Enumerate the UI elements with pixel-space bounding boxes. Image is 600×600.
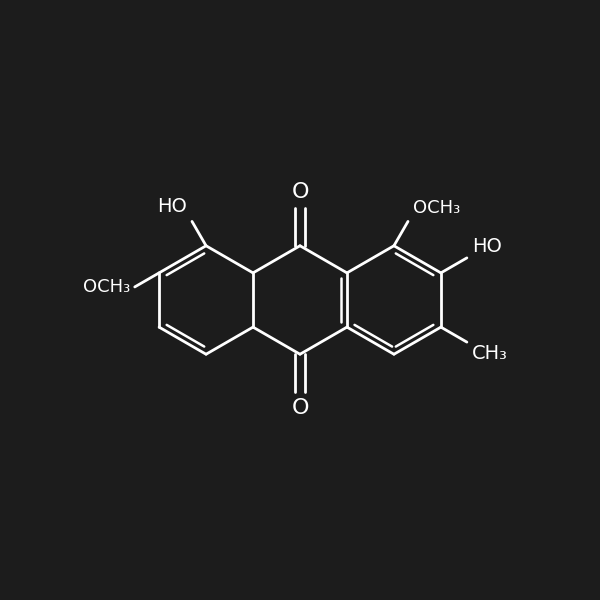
Text: O: O xyxy=(291,398,309,418)
Text: OCH₃: OCH₃ xyxy=(413,199,460,217)
Text: CH₃: CH₃ xyxy=(472,344,508,363)
Text: HO: HO xyxy=(472,237,502,256)
Text: OCH₃: OCH₃ xyxy=(83,278,130,296)
Text: HO: HO xyxy=(157,197,187,217)
Text: O: O xyxy=(291,182,309,202)
